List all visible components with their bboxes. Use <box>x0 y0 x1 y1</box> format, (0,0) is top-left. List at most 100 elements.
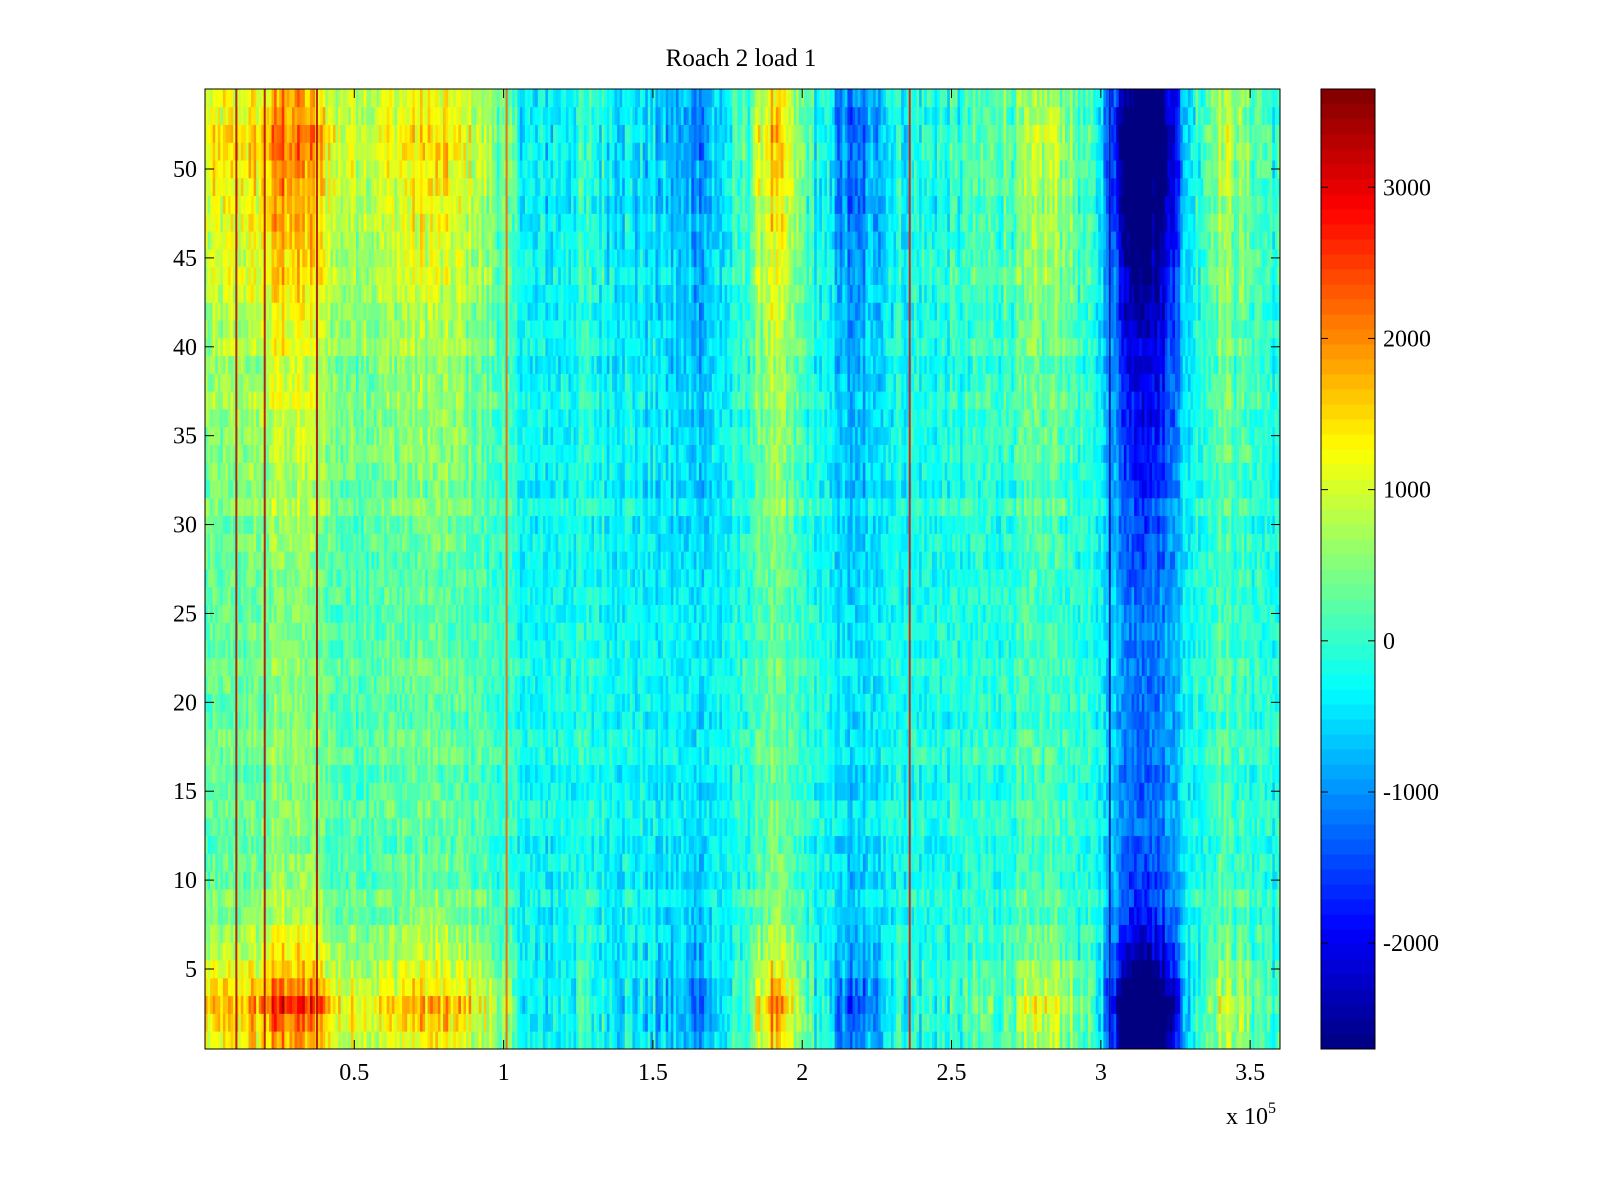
heatmap-cell <box>241 1013 244 1031</box>
heatmap-cell <box>676 836 679 854</box>
heatmap-cell <box>760 1031 763 1049</box>
heatmap-cell <box>1216 960 1219 978</box>
heatmap-cell <box>753 907 756 925</box>
heatmap-cell <box>904 960 907 978</box>
heatmap-cell <box>653 907 656 925</box>
heatmap-cell <box>1119 925 1122 943</box>
heatmap-cell <box>548 889 551 907</box>
heatmap-cell <box>282 960 285 978</box>
heatmap-cell <box>510 942 513 960</box>
heatmap-cell <box>876 942 879 960</box>
heatmap-cell <box>817 1031 820 1049</box>
heatmap-cell <box>481 960 484 978</box>
heatmap-cell <box>497 960 500 978</box>
heatmap-cell <box>1216 907 1219 925</box>
heatmap-cell <box>1260 907 1263 925</box>
heatmap-cell <box>794 1031 797 1049</box>
heatmap-cell <box>771 1013 774 1031</box>
heatmap-cell <box>891 1031 894 1049</box>
heatmap-cell <box>502 907 505 925</box>
heatmap-cell <box>538 1031 541 1049</box>
heatmap-cell <box>1183 853 1186 871</box>
heatmap-cell <box>440 996 443 1014</box>
heatmap-cell <box>737 836 740 854</box>
heatmap-cell <box>901 942 904 960</box>
heatmap-cell <box>551 925 554 943</box>
heatmap-cell <box>709 925 712 943</box>
heatmap-cell <box>458 1013 461 1031</box>
heatmap-cell <box>297 836 300 854</box>
heatmap-cell <box>1065 1013 1068 1031</box>
heatmap-cell <box>1142 1031 1145 1049</box>
heatmap-cell <box>778 853 781 871</box>
heatmap-cell <box>735 853 738 871</box>
heatmap-cell <box>1219 871 1222 889</box>
heatmap-cell <box>292 925 295 943</box>
heatmap-cell <box>1091 836 1094 854</box>
heatmap-cell <box>615 907 618 925</box>
heatmap-cell <box>1152 978 1155 996</box>
heatmap-cell <box>1029 1031 1032 1049</box>
heatmap-cell <box>361 942 364 960</box>
heatmap-cell <box>1088 907 1091 925</box>
heatmap-cell <box>336 925 339 943</box>
heatmap-cell <box>589 942 592 960</box>
heatmap-cell <box>412 853 415 871</box>
heatmap-cell <box>1004 942 1007 960</box>
heatmap-cell <box>924 853 927 871</box>
heatmap-cell <box>313 1013 316 1031</box>
heatmap-cell <box>456 889 459 907</box>
heatmap-cell <box>356 836 359 854</box>
heatmap-cell <box>819 1031 822 1049</box>
heatmap-cell <box>696 960 699 978</box>
heatmap-cell <box>998 836 1001 854</box>
heatmap-cell <box>1004 1013 1007 1031</box>
heatmap-cell <box>1106 907 1109 925</box>
heatmap-cell <box>1152 853 1155 871</box>
heatmap-cell <box>824 907 827 925</box>
heatmap-cell <box>760 978 763 996</box>
heatmap-cell <box>837 853 840 871</box>
heatmap-cell <box>981 853 984 871</box>
heatmap-cell <box>919 836 922 854</box>
heatmap-cell <box>1224 1031 1227 1049</box>
heatmap-cell <box>323 996 326 1014</box>
heatmap-cell <box>615 871 618 889</box>
heatmap-cell <box>1116 853 1119 871</box>
heatmap-cell <box>796 925 799 943</box>
heatmap-cell <box>755 996 758 1014</box>
heatmap-cell <box>934 871 937 889</box>
heatmap-cell <box>1004 836 1007 854</box>
heatmap-cell <box>374 942 377 960</box>
heatmap-cell <box>830 996 833 1014</box>
heatmap-cell <box>947 996 950 1014</box>
heatmap-cell <box>663 1031 666 1049</box>
heatmap-cell <box>433 978 436 996</box>
heatmap-cell <box>1070 836 1073 854</box>
heatmap-cell <box>231 836 234 854</box>
heatmap-cell <box>1132 836 1135 854</box>
heatmap-cell <box>400 853 403 871</box>
heatmap-cell <box>259 1031 262 1049</box>
heatmap-cell <box>254 925 257 943</box>
heatmap-cell <box>1155 889 1158 907</box>
heatmap-cell <box>970 996 973 1014</box>
heatmap-cell <box>410 907 413 925</box>
heatmap-cell <box>1101 942 1104 960</box>
heatmap-cell <box>876 996 879 1014</box>
heatmap-cell <box>400 907 403 925</box>
heatmap-cell <box>512 942 515 960</box>
heatmap-cell <box>220 925 223 943</box>
heatmap-cell <box>430 942 433 960</box>
heatmap-cell <box>359 871 362 889</box>
heatmap-cell <box>1249 853 1252 871</box>
heatmap-cell <box>295 907 298 925</box>
heatmap-cell <box>684 996 687 1014</box>
heatmap-cell <box>525 871 528 889</box>
heatmap-cell <box>464 1031 467 1049</box>
heatmap-cell <box>341 836 344 854</box>
heatmap-cell <box>1029 907 1032 925</box>
heatmap-cell <box>819 942 822 960</box>
heatmap-cell <box>1134 978 1137 996</box>
heatmap-cell <box>1226 978 1229 996</box>
